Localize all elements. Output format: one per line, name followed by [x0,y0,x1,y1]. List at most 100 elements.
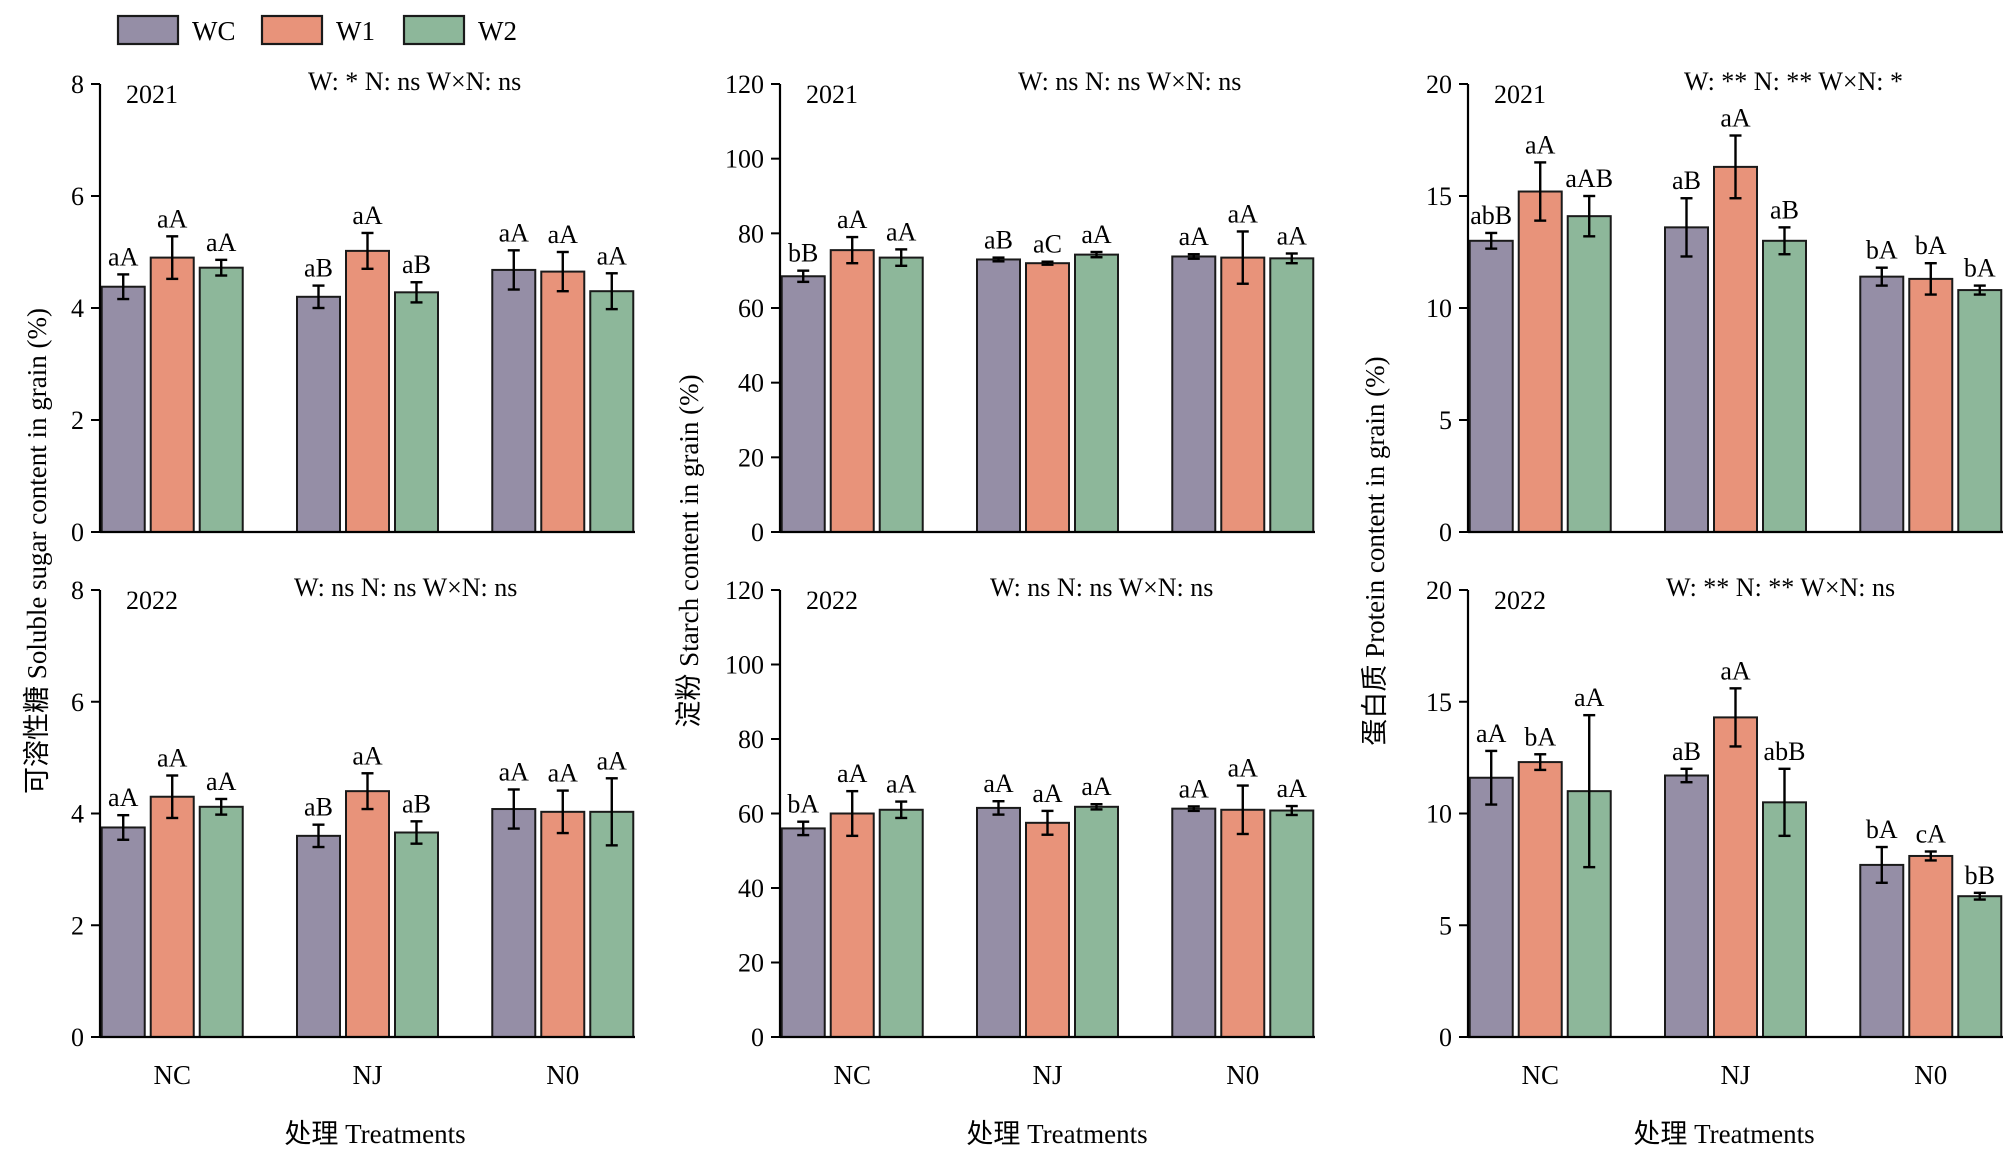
bar-w1-nj [345,790,390,1039]
y-axis-label: 可溶性糖 Soluble sugar content in grain (%) [22,308,52,794]
y-tick-label: 2 [71,911,84,940]
bar-w2-nj [394,831,439,1038]
bar-w1-n0 [540,270,586,533]
bar-w1-nc [149,795,195,1038]
significance-label: bA [1524,722,1556,751]
bar-w2-n0 [1957,895,2003,1038]
bar-wc-nj [296,834,341,1038]
significance-label: aA [1228,199,1259,228]
bar-wc-nc [1468,239,1514,534]
y-tick-label: 5 [1439,406,1452,435]
bar-w1-nj [1025,262,1070,533]
legend-label-w2: W2 [478,16,517,46]
bar-wc-nc [780,275,826,533]
bar-w2-nj [1762,801,1807,1039]
panel-year: 2021 [1494,80,1546,109]
y-tick-label: 0 [71,1023,84,1052]
x-tick-label: NJ [352,1060,382,1090]
bar-w1-nj [1713,716,1758,1039]
y-tick-label: 0 [1439,1023,1452,1052]
significance-label: bA [1866,236,1898,265]
bar-w1-n0 [1220,256,1266,533]
bar-w2-n0 [589,810,635,1038]
y-axis-label: 蛋白质 Protein content in grain (%) [1360,356,1390,745]
bar-w1-nj [345,249,390,533]
chart-panels: aA aB aA aA aA aA aA aB aA 0 2 4 6 8 2021 W: * N: ns W×… [22,67,2003,1090]
y-tick-label: 100 [725,651,764,680]
x-tick-label: N0 [1226,1060,1259,1090]
y-tick-label: 10 [1426,294,1452,323]
significance-label: aA [1081,220,1112,249]
bar-w2-n0 [589,290,635,534]
x-axis-label-3: 处理 Treatments [1633,1119,1814,1149]
y-tick-label: 60 [738,294,764,323]
y-tick-label: 0 [71,518,84,547]
significance-label: bA [1866,815,1898,844]
bar-w2-nj [1762,239,1807,534]
y-tick-label: 100 [725,145,764,174]
significance-label: bA [1964,254,1996,283]
legend: WC W1 W2 [116,14,517,46]
significance-label: aB [304,254,333,283]
significance-label: aB [1672,737,1701,766]
panel-6: aA aB bA bA aA cA aA abB bB 0 5 10 15 20 NC NJ N0 2022 W: … [1360,356,2003,1090]
bar-w2-nc [198,266,244,533]
y-tick-label: 2 [71,406,84,435]
legend-label-w1: W1 [336,16,375,46]
bar-wc-nc [100,826,146,1038]
significance-label: abB [1764,737,1806,766]
x-axis-label-2: 处理 Treatments [966,1119,1147,1149]
significance-label: aA [886,217,917,246]
panel-year: 2021 [126,80,178,109]
y-tick-label: 80 [738,219,764,248]
significance-label: aB [984,226,1013,255]
y-tick-label: 20 [738,949,764,978]
significance-label: aA [1081,772,1112,801]
x-tick-label: NC [1521,1060,1559,1090]
panel-stats: W: ns N: ns W×N: ns [294,573,517,602]
significance-label: aA [1228,754,1259,783]
significance-label: aA [499,218,530,247]
significance-label: aA [837,759,868,788]
y-tick-label: 20 [738,443,764,472]
panel-3: abB aB bA aA aA bA aAB aB bA 0 5 10 15 20 2021 W: ** N:… [1426,67,2003,547]
significance-label: aA [108,242,139,271]
bar-wc-nc [1468,776,1514,1038]
legend-swatch-w1 [260,14,324,46]
significance-label: aA [206,228,237,257]
y-tick-label: 4 [71,294,84,323]
significance-label: aA [157,744,188,773]
x-axis-label-1: 处理 Treatments [284,1119,465,1149]
panel-stats: W: ** N: ** W×N: * [1684,67,1903,96]
bar-w2-n0 [1957,289,2003,533]
bar-w1-nc [1517,190,1563,534]
significance-label: aA [499,757,530,786]
y-tick-label: 8 [71,576,84,605]
bar-w1-n0 [1908,854,1954,1039]
bar-wc-n0 [1171,807,1217,1038]
bar-w1-nc [149,256,195,533]
y-tick-label: 0 [1439,518,1452,547]
significance-label: aA [1277,774,1308,803]
x-tick-label: NC [153,1060,191,1090]
significance-label: aA [1179,774,1210,803]
significance-label: bA [787,790,819,819]
significance-label: aB [402,250,431,279]
bar-w1-nc [829,249,875,533]
x-tick-label: NJ [1032,1060,1062,1090]
bar-w1-nc [1517,761,1563,1038]
significance-label: abB [1470,201,1512,230]
significance-label: aA [1720,104,1751,133]
bar-wc-nj [1664,226,1709,534]
panel-5: bA aA aA aA aA aA aA aA aA 0 20 40 60 80 100 120 NC NJ N0 2… [674,374,1315,1090]
bar-wc-nj [976,806,1021,1038]
bar-w1-nj [1713,165,1758,533]
legend-label-wc: WC [192,16,236,46]
y-tick-label: 4 [71,800,84,829]
bar-wc-nj [296,295,341,533]
significance-label: aA [597,746,628,775]
x-tick-label: NJ [1720,1060,1750,1090]
bar-w1-nc [829,812,875,1038]
panel-stats: W: ** N: ** W×N: ns [1666,573,1895,602]
